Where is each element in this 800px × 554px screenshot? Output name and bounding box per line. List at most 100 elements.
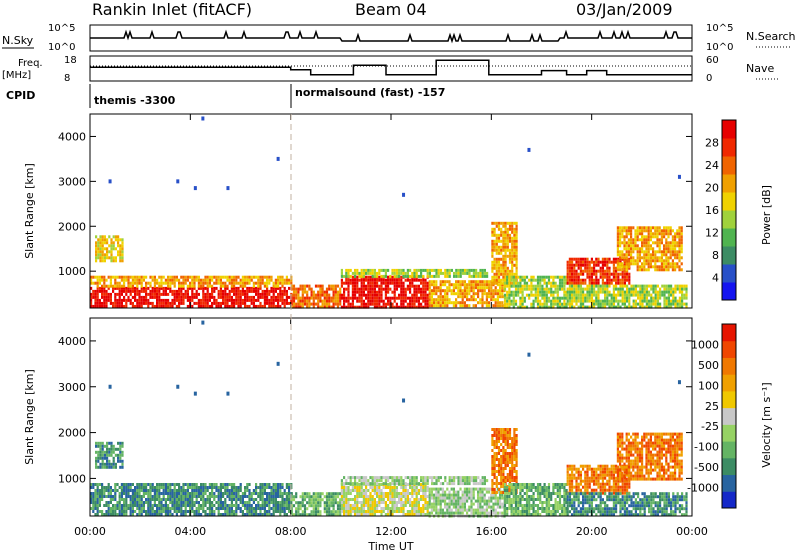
heat-cell bbox=[250, 295, 253, 299]
heat-cell bbox=[248, 286, 251, 290]
heat-cell bbox=[384, 271, 387, 275]
heat-cell bbox=[129, 281, 132, 285]
heat-cell bbox=[493, 266, 496, 270]
heat-cell bbox=[626, 293, 629, 297]
heat-cell bbox=[356, 284, 359, 288]
heat-cell bbox=[577, 296, 580, 300]
heat-cell bbox=[272, 489, 275, 492]
heat-cell bbox=[508, 299, 511, 303]
heat-cell bbox=[376, 507, 379, 510]
heat-cell bbox=[595, 290, 598, 294]
heat-cell bbox=[615, 269, 618, 273]
heat-cell bbox=[502, 269, 505, 273]
heat-cell bbox=[160, 301, 163, 305]
heat-cell bbox=[511, 221, 514, 225]
heat-cell bbox=[235, 278, 238, 282]
heat-cell bbox=[330, 305, 333, 309]
heat-cell bbox=[96, 507, 99, 510]
heat-cell bbox=[110, 259, 113, 263]
heat-cell bbox=[268, 492, 271, 495]
heat-cell bbox=[371, 507, 374, 510]
heat-cell bbox=[658, 232, 661, 236]
heat-cell bbox=[193, 513, 196, 516]
heat-cell bbox=[532, 305, 535, 309]
heat-cell bbox=[632, 284, 635, 288]
heat-cell bbox=[571, 296, 574, 300]
heat-cell bbox=[610, 272, 613, 276]
heat-cell bbox=[92, 486, 95, 489]
heat-cell bbox=[156, 304, 159, 308]
heat-cell bbox=[568, 269, 571, 273]
heat-cell bbox=[571, 287, 574, 291]
heat-cell bbox=[647, 244, 650, 248]
heat-cell bbox=[101, 495, 104, 498]
heat-cell bbox=[525, 287, 529, 291]
heat-cell bbox=[97, 244, 100, 248]
heat-cell bbox=[625, 259, 628, 263]
heat-cell bbox=[120, 278, 123, 282]
heat-cell bbox=[532, 293, 535, 297]
heat-cell bbox=[411, 486, 414, 489]
heat-cell bbox=[347, 290, 350, 294]
heat-cell bbox=[575, 296, 578, 300]
heat-cell bbox=[99, 241, 102, 245]
heat-cell bbox=[215, 483, 218, 486]
heat-cell bbox=[356, 492, 359, 495]
heat-cell bbox=[512, 290, 515, 294]
heat-cell bbox=[101, 241, 104, 245]
heat-cell bbox=[645, 268, 648, 272]
heat-cell bbox=[96, 295, 99, 299]
heat-cell bbox=[650, 287, 653, 291]
heat-cell bbox=[656, 244, 659, 248]
heat-cell bbox=[571, 272, 574, 276]
heat-cell bbox=[619, 287, 622, 291]
heat-cell bbox=[586, 284, 589, 288]
heat-cell bbox=[415, 476, 418, 480]
heat-cell bbox=[417, 274, 420, 278]
heat-cell bbox=[371, 290, 374, 294]
heat-cell bbox=[369, 510, 372, 513]
heat-cell bbox=[191, 486, 194, 489]
heat-cell bbox=[202, 498, 205, 501]
heat-cell bbox=[277, 507, 280, 510]
heat-cell bbox=[552, 299, 555, 303]
heat-cell bbox=[409, 305, 412, 309]
heat-cell bbox=[110, 441, 113, 445]
heat-cell bbox=[103, 513, 106, 516]
heat-cell bbox=[402, 507, 405, 510]
heat-cell bbox=[367, 299, 370, 303]
heat-cell bbox=[272, 513, 275, 516]
heat-cell bbox=[290, 504, 293, 508]
heat-cell bbox=[511, 251, 514, 255]
heat-cell bbox=[437, 487, 440, 491]
heat-cell bbox=[426, 293, 429, 297]
heat-cell bbox=[402, 274, 405, 278]
heat-cell bbox=[424, 305, 427, 309]
heat-cell bbox=[255, 281, 258, 285]
heat-cell bbox=[674, 232, 677, 236]
heat-cell bbox=[362, 482, 365, 486]
heat-cell bbox=[189, 483, 192, 486]
heat-cell bbox=[621, 281, 624, 285]
heat-cell bbox=[479, 298, 482, 302]
heat-cell bbox=[92, 295, 95, 299]
heat-cell bbox=[634, 241, 637, 245]
heat-cell bbox=[588, 272, 591, 276]
heat-cell bbox=[95, 259, 98, 263]
heat-cell bbox=[450, 493, 453, 497]
heat-cell bbox=[261, 501, 264, 504]
heat-cell bbox=[328, 501, 331, 505]
heat-cell bbox=[160, 286, 163, 290]
heat-cell bbox=[472, 289, 475, 293]
heat-cell bbox=[590, 284, 593, 288]
heat-cell bbox=[312, 305, 315, 309]
heat-cell bbox=[678, 287, 681, 291]
heat-cell bbox=[525, 275, 529, 279]
heat-cell bbox=[630, 262, 633, 266]
heat-cell bbox=[510, 278, 513, 282]
heat-cell bbox=[123, 284, 126, 288]
heat-cell bbox=[208, 483, 211, 486]
heat-cell bbox=[604, 302, 607, 306]
heat-cell bbox=[660, 256, 663, 260]
heat-cell bbox=[477, 482, 480, 486]
